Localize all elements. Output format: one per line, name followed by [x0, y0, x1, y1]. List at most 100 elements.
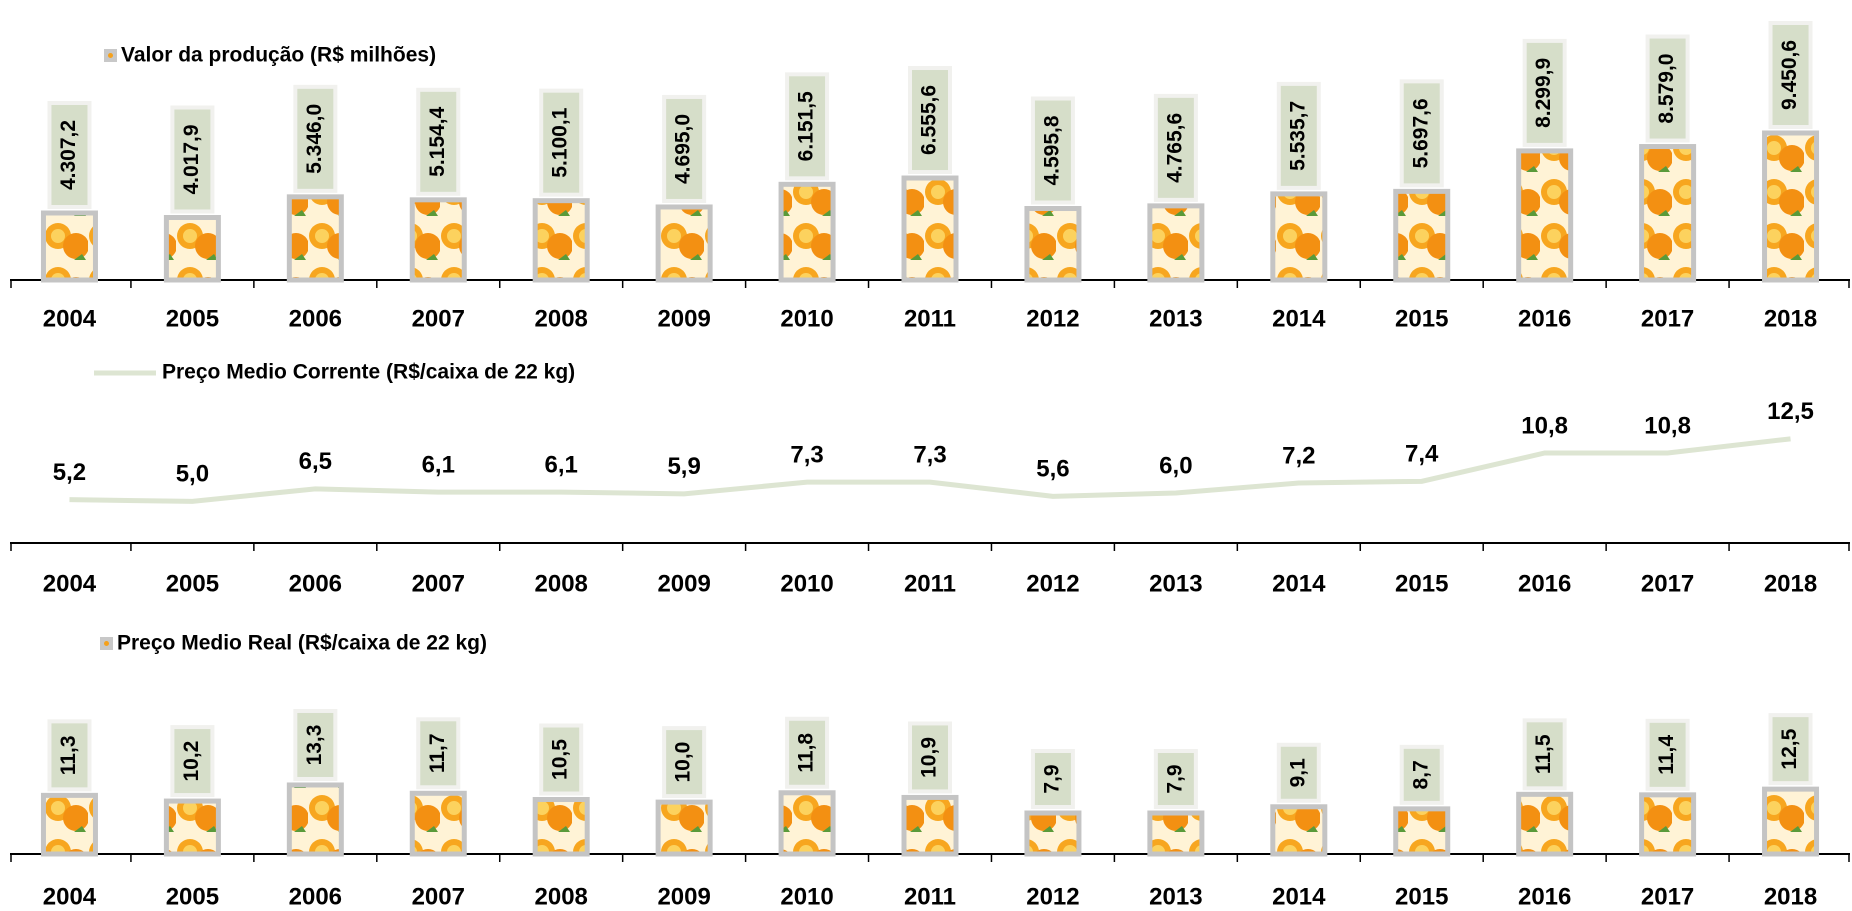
x-tick-label: 2017 [1641, 570, 1694, 597]
value-label: 4.017,9 [180, 124, 203, 194]
value-label: 7,3 [790, 442, 823, 469]
value-label-box [912, 725, 948, 790]
legend-label: Preço Medio Corrente (R$/caixa de 22 kg) [162, 361, 575, 384]
value-label: 7,4 [1405, 441, 1439, 468]
x-tick-label: 2006 [289, 570, 342, 597]
x-tick-label: 2014 [1272, 883, 1326, 910]
value-label: 7,3 [913, 442, 946, 469]
x-tick-label: 2012 [1026, 883, 1079, 910]
value-label-box [543, 727, 580, 792]
bar [1024, 810, 1082, 857]
bar [163, 214, 221, 283]
value-label: 4.765,6 [1163, 113, 1186, 183]
value-label-box [666, 730, 703, 795]
x-tick-label: 2011 [904, 570, 956, 597]
value-label: 6,5 [299, 448, 332, 475]
bar [40, 210, 98, 283]
value-label: 11,7 [426, 733, 449, 773]
value-label: 10,8 [1644, 412, 1691, 439]
bar [1147, 810, 1205, 857]
value-label: 10,8 [1521, 412, 1568, 439]
x-tick-label: 2018 [1764, 883, 1817, 910]
x-tick-label: 2005 [166, 570, 219, 597]
bar [409, 197, 467, 283]
x-tick-label: 2004 [43, 883, 97, 910]
x-tick-label: 2008 [535, 570, 588, 597]
bar [1270, 191, 1328, 283]
value-label: 4.307,2 [57, 120, 80, 190]
x-tick-label: 2006 [289, 305, 342, 332]
value-label: 8,7 [1409, 760, 1432, 789]
bar [1393, 806, 1451, 857]
value-label: 6.555,6 [918, 85, 941, 155]
x-tick-label: 2015 [1395, 305, 1448, 332]
value-label-box [1772, 717, 1809, 782]
value-label: 7,9 [1040, 764, 1063, 793]
value-label: 5,6 [1036, 456, 1069, 483]
value-label: 11,8 [795, 733, 818, 773]
x-tick-label: 2004 [43, 570, 97, 597]
value-label: 8.579,0 [1655, 54, 1678, 124]
value-label: 10,2 [180, 741, 203, 782]
bar [1024, 206, 1082, 283]
bar [901, 794, 959, 857]
x-tick-label: 2014 [1272, 570, 1326, 597]
value-label: 5.535,7 [1286, 101, 1309, 171]
value-label-box [543, 92, 580, 193]
value-label-box [1034, 753, 1071, 806]
value-label: 7,9 [1163, 764, 1186, 793]
value-label: 9.450,6 [1778, 40, 1801, 110]
x-tick-label: 2012 [1026, 570, 1079, 597]
value-label-box [789, 76, 826, 177]
x-tick-label: 2015 [1395, 883, 1448, 910]
bar [655, 204, 713, 283]
legend-marker-dot [104, 641, 109, 646]
x-tick-label: 2012 [1026, 305, 1079, 332]
value-label: 6,1 [422, 452, 455, 479]
x-tick-label: 2018 [1764, 305, 1817, 332]
x-tick-label: 2008 [535, 883, 588, 910]
value-label: 11,4 [1655, 735, 1678, 775]
value-label: 4.595,8 [1040, 115, 1063, 185]
x-tick-label: 2013 [1149, 305, 1202, 332]
bar [1516, 791, 1574, 857]
legend-label: Preço Medio Real (R$/caixa de 22 kg) [117, 632, 487, 655]
value-label: 5,2 [53, 459, 86, 486]
value-label-box [1403, 83, 1440, 184]
value-label: 12,5 [1778, 728, 1801, 769]
bar [286, 194, 344, 283]
legend-marker-dot [108, 53, 113, 58]
value-label: 13,3 [303, 725, 326, 766]
bar [1639, 144, 1697, 283]
bar [532, 198, 590, 283]
bar [1393, 188, 1451, 283]
value-label: 11,5 [1532, 734, 1555, 774]
x-tick-label: 2017 [1641, 305, 1694, 332]
value-label-box [1280, 746, 1317, 799]
bar [532, 797, 590, 857]
value-label: 11,3 [57, 736, 80, 776]
value-label-box [51, 723, 88, 788]
value-label-box [1772, 24, 1809, 125]
value-label-box [420, 91, 457, 192]
x-tick-label: 2015 [1395, 570, 1448, 597]
x-tick-label: 2011 [904, 883, 956, 910]
value-label: 5.697,6 [1409, 98, 1432, 168]
x-tick-label: 2007 [412, 570, 465, 597]
value-label: 10,5 [549, 739, 572, 780]
legend-label: Valor da produção (R$ milhões) [121, 44, 436, 67]
x-tick-label: 2013 [1149, 883, 1202, 910]
value-label-box [1526, 722, 1563, 787]
value-label: 7,2 [1282, 442, 1315, 469]
value-label: 6.151,5 [795, 91, 818, 161]
x-tick-label: 2009 [657, 570, 710, 597]
x-tick-label: 2010 [780, 305, 833, 332]
x-tick-label: 2010 [780, 883, 833, 910]
value-label-box [1526, 42, 1563, 143]
value-label-box [297, 88, 334, 189]
bar [409, 790, 467, 857]
bar [1762, 130, 1820, 283]
value-label-box [1157, 753, 1194, 806]
